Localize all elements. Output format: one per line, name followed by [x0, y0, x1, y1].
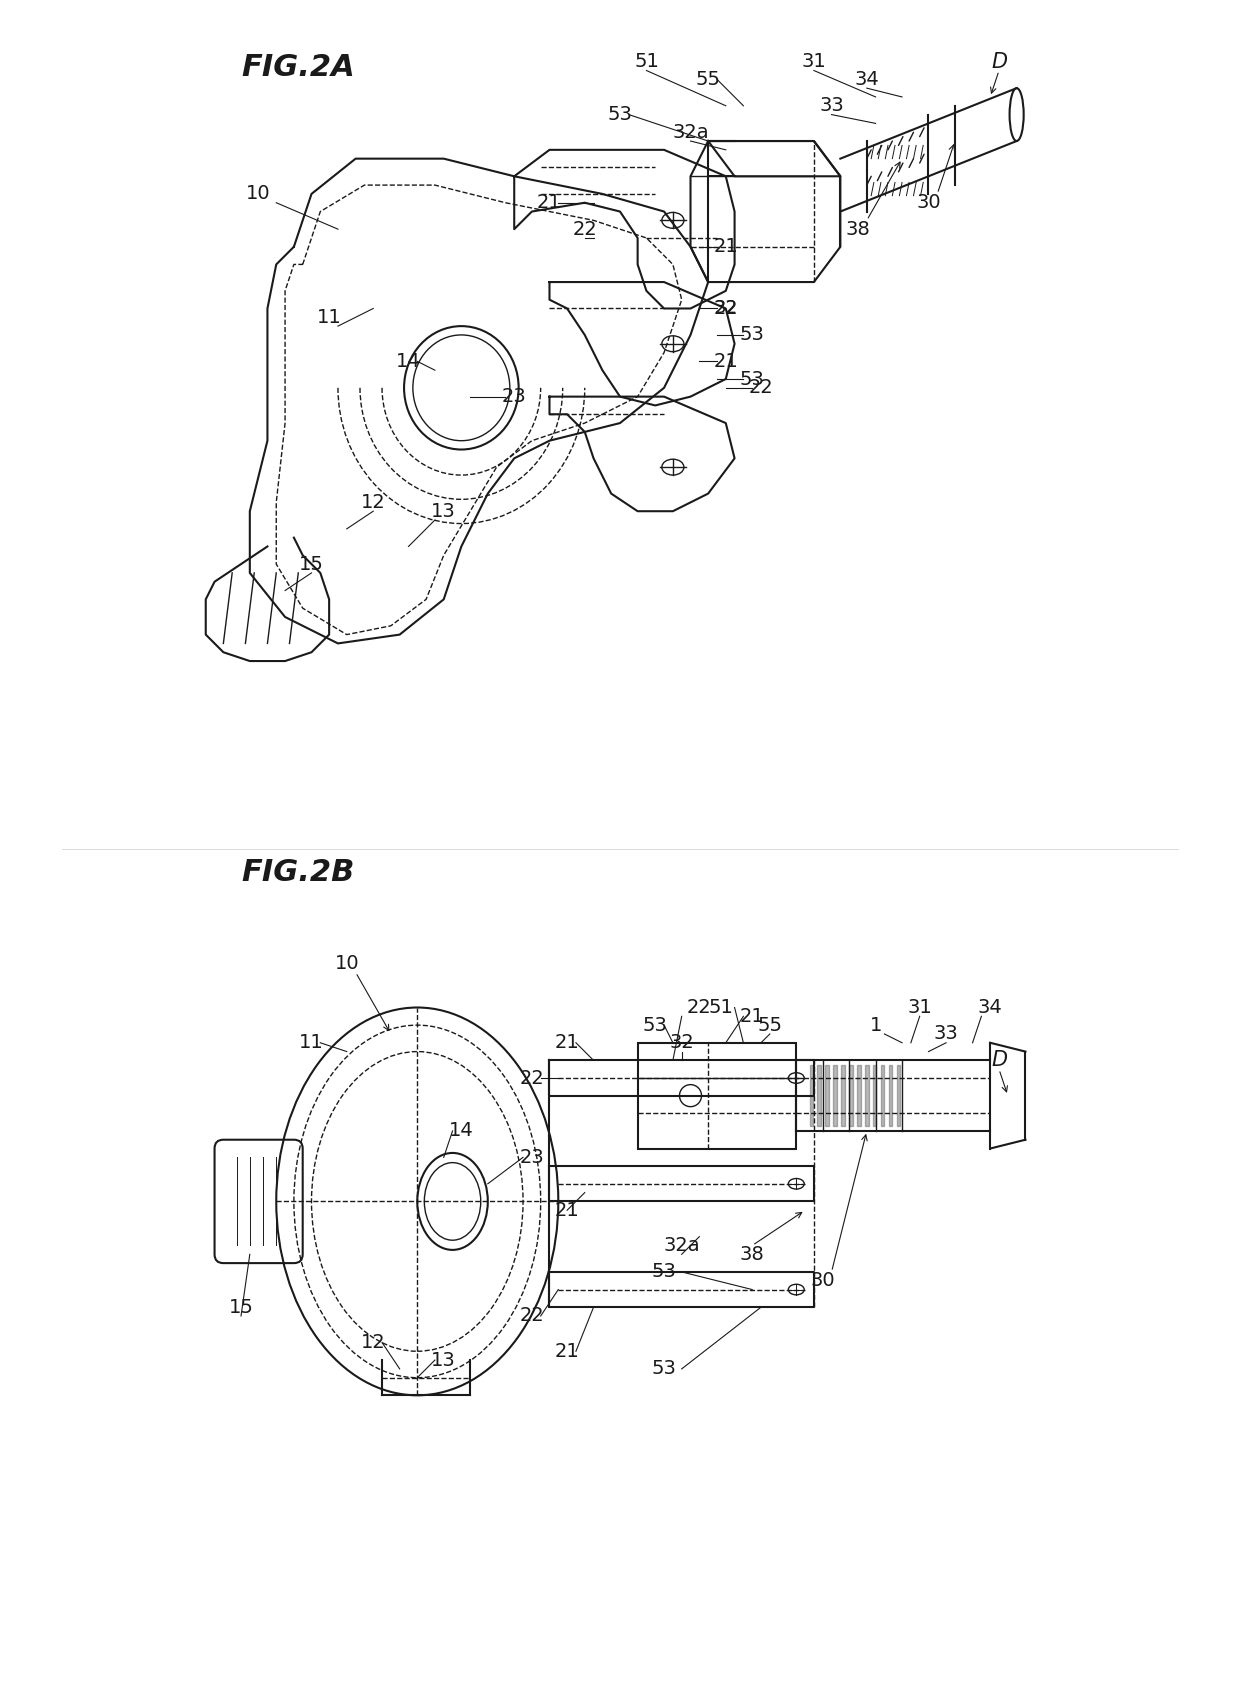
Text: 55: 55 — [758, 1015, 782, 1034]
Text: 53: 53 — [652, 1359, 677, 1378]
Text: 30: 30 — [811, 1271, 835, 1290]
Text: 53: 53 — [642, 1015, 667, 1034]
Text: 30: 30 — [916, 193, 941, 212]
Text: 32a: 32a — [663, 1236, 701, 1254]
Text: 21: 21 — [554, 1200, 579, 1220]
Bar — [637, 1042, 796, 1149]
Text: 11: 11 — [316, 308, 341, 327]
Text: 21: 21 — [554, 1342, 579, 1361]
Text: 15: 15 — [299, 554, 324, 573]
Text: 51: 51 — [634, 53, 658, 71]
Text: 1: 1 — [869, 1015, 882, 1034]
Text: 22: 22 — [520, 1307, 544, 1325]
Text: 51: 51 — [708, 998, 733, 1017]
Text: 10: 10 — [247, 185, 270, 203]
Text: 33: 33 — [820, 97, 844, 115]
Text: 34: 34 — [854, 69, 879, 88]
Text: 23: 23 — [502, 386, 527, 407]
Text: 31: 31 — [801, 53, 826, 71]
Text: 11: 11 — [299, 1034, 324, 1053]
Text: D: D — [991, 53, 1007, 71]
Text: 38: 38 — [846, 220, 870, 239]
Text: 22: 22 — [573, 220, 598, 239]
Text: 22: 22 — [749, 378, 774, 397]
Text: 53: 53 — [652, 1263, 677, 1281]
Text: 34: 34 — [978, 998, 1003, 1017]
Text: 32: 32 — [670, 1034, 694, 1053]
Text: 33: 33 — [934, 1024, 959, 1044]
Text: 15: 15 — [228, 1298, 253, 1317]
Text: 55: 55 — [696, 69, 720, 88]
Text: 21: 21 — [554, 1034, 579, 1053]
Text: 23: 23 — [520, 1148, 544, 1166]
Text: FIG.2B: FIG.2B — [241, 858, 355, 886]
Text: 32a: 32a — [672, 122, 709, 142]
Text: 22: 22 — [687, 998, 712, 1017]
Text: 13: 13 — [432, 1351, 456, 1370]
Text: 53: 53 — [740, 370, 765, 388]
Text: 10: 10 — [335, 954, 360, 973]
Text: 14: 14 — [396, 353, 420, 371]
Text: 21: 21 — [713, 237, 738, 256]
Text: FIG.2A: FIG.2A — [241, 53, 355, 81]
Text: 53: 53 — [740, 325, 765, 344]
Text: 32: 32 — [714, 300, 738, 317]
Text: 12: 12 — [361, 493, 386, 512]
Text: 13: 13 — [432, 502, 456, 520]
Text: D: D — [991, 1051, 1007, 1070]
Text: 21: 21 — [537, 193, 562, 212]
Text: 53: 53 — [608, 105, 632, 124]
Text: 21: 21 — [740, 1007, 765, 1025]
Text: 31: 31 — [908, 998, 932, 1017]
Text: 22: 22 — [520, 1068, 544, 1088]
Text: 22: 22 — [713, 298, 738, 319]
Text: 14: 14 — [449, 1122, 474, 1141]
FancyBboxPatch shape — [215, 1139, 303, 1263]
Text: 21: 21 — [713, 353, 738, 371]
Text: 38: 38 — [740, 1244, 765, 1264]
Text: 12: 12 — [361, 1332, 386, 1353]
